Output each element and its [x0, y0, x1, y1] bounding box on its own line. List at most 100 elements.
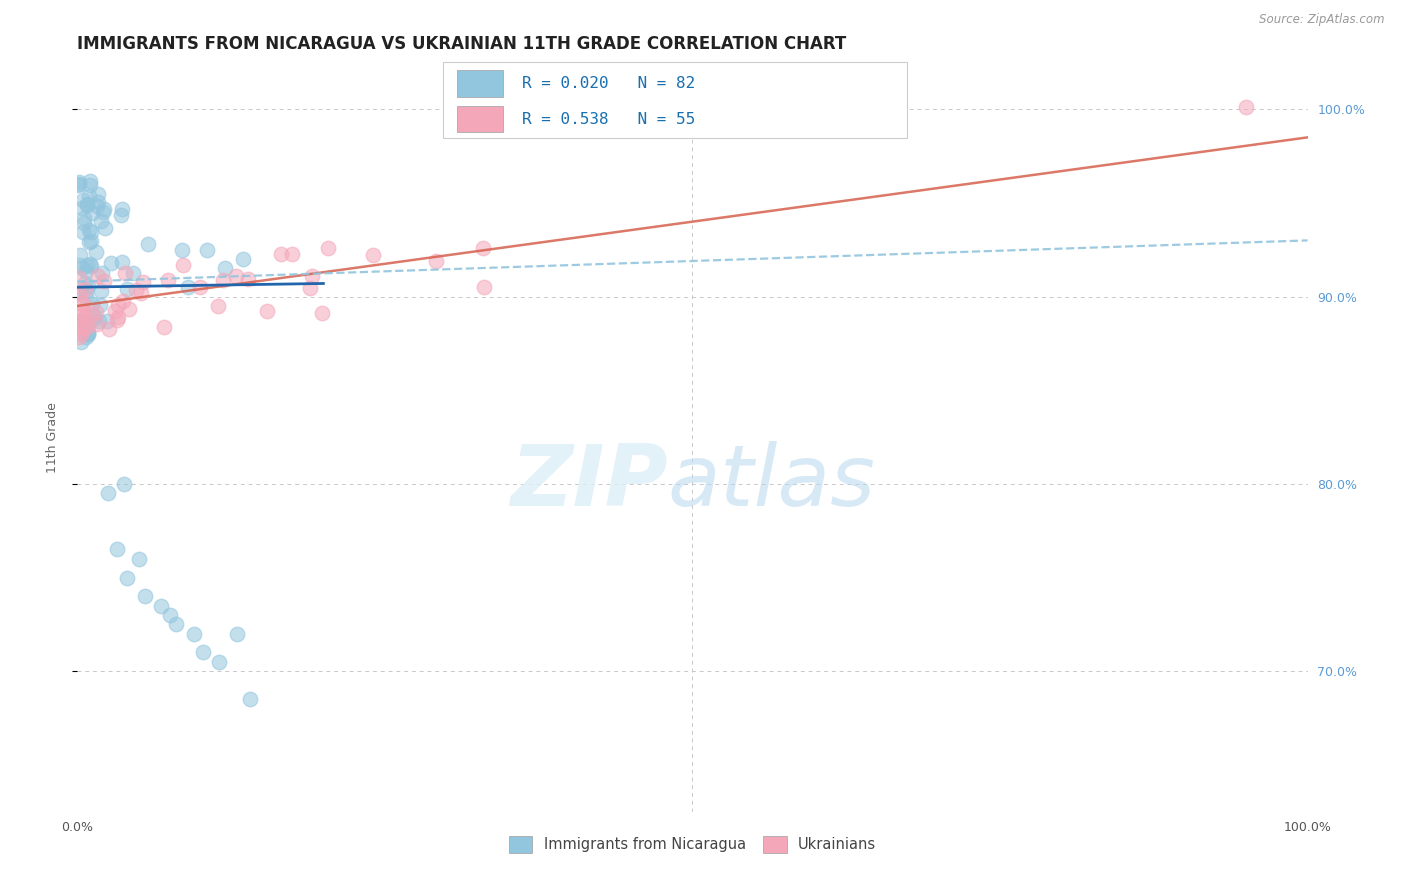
Point [70, 327, 93, 342]
Point [105, 542, 128, 557]
Point [188, 280, 211, 294]
Point [70, 304, 93, 318]
Point [256, 304, 278, 318]
Point [80, 259, 103, 273]
Point [83, 309, 105, 323]
Point [172, 258, 194, 272]
Point [195, 243, 218, 257]
Point [110, 208, 132, 222]
Bar [457, 70, 503, 96]
Point [298, 281, 321, 295]
Point [77, 222, 100, 236]
Point [75, 285, 97, 299]
Point [70, 320, 93, 334]
Point [67, 177, 90, 191]
Point [93, 274, 115, 288]
Point [76, 327, 98, 342]
Point [105, 313, 128, 327]
Point [70, 335, 93, 350]
Y-axis label: 11th Grade: 11th Grade [46, 401, 59, 473]
Point [67, 314, 90, 328]
Point [84, 245, 107, 260]
Point [100, 256, 122, 270]
Point [191, 646, 214, 660]
Point [73, 215, 96, 229]
Point [183, 626, 205, 640]
Point [77, 325, 100, 339]
Point [114, 266, 136, 280]
Point [157, 273, 180, 287]
Text: R = 0.538   N = 55: R = 0.538 N = 55 [522, 112, 695, 127]
Point [67, 330, 90, 344]
Point [1234, 100, 1257, 114]
Point [107, 298, 129, 312]
Point [67, 258, 90, 272]
Point [89, 297, 111, 311]
Point [66, 178, 89, 192]
Point [134, 589, 156, 603]
Point [107, 310, 129, 324]
Point [425, 254, 447, 268]
Point [804, 104, 827, 119]
Point [75, 277, 97, 291]
Point [136, 236, 159, 251]
Point [75, 321, 97, 335]
Point [70, 308, 93, 322]
Point [77, 318, 100, 333]
Point [159, 607, 181, 622]
Point [125, 283, 148, 297]
Point [270, 247, 292, 261]
Point [70, 297, 93, 311]
Point [281, 247, 304, 261]
Point [84, 305, 107, 319]
Point [91, 266, 114, 280]
Point [132, 276, 155, 290]
Point [76, 198, 98, 212]
Point [86, 199, 108, 213]
Point [93, 202, 115, 216]
Text: atlas: atlas [668, 441, 876, 524]
Point [236, 271, 259, 285]
Point [110, 202, 132, 216]
Point [80, 206, 103, 220]
Bar [457, 105, 503, 132]
Point [67, 175, 90, 189]
Point [94, 221, 117, 235]
Point [67, 287, 90, 301]
Text: R = 0.020   N = 82: R = 0.020 N = 82 [522, 76, 695, 91]
Point [76, 196, 98, 211]
Point [72, 225, 94, 239]
Point [80, 307, 103, 321]
Point [474, 279, 496, 293]
Point [239, 692, 262, 706]
Point [87, 194, 110, 209]
Point [129, 286, 152, 301]
Point [232, 252, 254, 266]
Point [208, 655, 231, 669]
Point [70, 313, 93, 327]
Point [79, 174, 101, 188]
Point [72, 194, 94, 208]
Point [82, 311, 104, 326]
Point [472, 241, 495, 255]
Point [90, 285, 112, 299]
Point [80, 234, 103, 248]
Point [90, 213, 112, 227]
Point [225, 268, 247, 283]
Point [72, 211, 94, 226]
Point [77, 327, 100, 342]
Point [79, 178, 101, 193]
Point [66, 285, 89, 300]
Point [121, 267, 143, 281]
Point [115, 282, 138, 296]
Point [207, 299, 229, 313]
Text: ZIP: ZIP [510, 441, 668, 524]
Point [89, 314, 111, 328]
Point [177, 280, 200, 294]
Point [152, 320, 174, 334]
Point [75, 290, 97, 304]
Point [118, 301, 141, 316]
Point [80, 297, 103, 311]
Point [76, 258, 98, 272]
Point [128, 551, 150, 566]
